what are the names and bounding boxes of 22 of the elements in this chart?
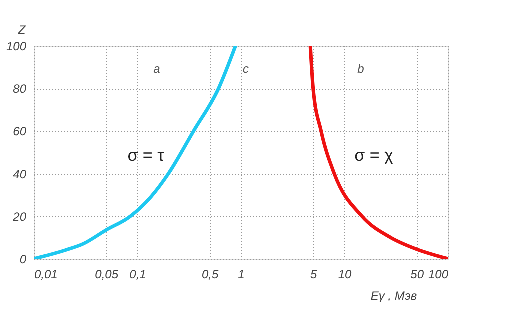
y-tick-label: 80 bbox=[13, 82, 27, 96]
y-axis-title: Z bbox=[17, 23, 26, 37]
annotation: b bbox=[358, 62, 365, 76]
y-tick-label: 20 bbox=[12, 210, 27, 224]
annotation: σ = χ bbox=[354, 146, 394, 165]
annotation: σ = τ bbox=[128, 146, 165, 165]
x-tick-label: 0,1 bbox=[130, 268, 146, 282]
x-tick-label: 0,5 bbox=[202, 268, 220, 282]
annotation: c bbox=[243, 62, 249, 76]
x-tick-label: 10 bbox=[338, 268, 352, 282]
y-tick-label: 60 bbox=[13, 124, 27, 139]
y-tick-label: 100 bbox=[6, 40, 27, 54]
x-axis-title: Eγ , Мэв bbox=[370, 289, 418, 303]
x-tick-label: 0,05 bbox=[95, 268, 119, 282]
x-tick-label: 1 bbox=[238, 268, 245, 282]
x-tick-label: 50 bbox=[410, 268, 424, 282]
x-tick-label: 0,01 bbox=[34, 268, 58, 282]
x-tick-label: 5 bbox=[310, 268, 318, 282]
x-tick-label: 100 bbox=[428, 268, 449, 282]
annotation: a bbox=[154, 62, 161, 76]
y-tick-label: 40 bbox=[13, 167, 27, 182]
y-tick-label: 0 bbox=[20, 252, 27, 266]
